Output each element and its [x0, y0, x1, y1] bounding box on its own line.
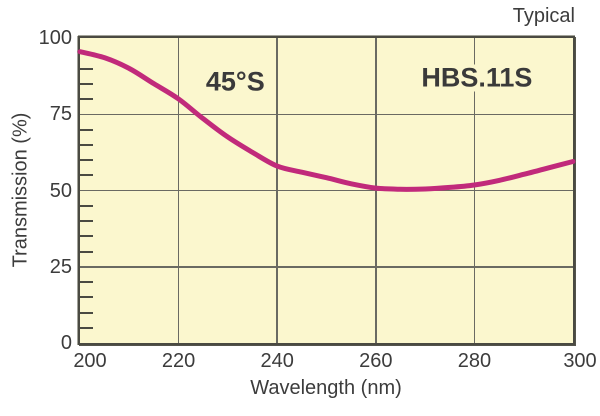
y-minor-tick-30 [80, 250, 93, 253]
y-gridline-25 [80, 266, 573, 268]
y-minor-tick-20 [80, 281, 93, 283]
x-tick-label-280: 280 [457, 350, 492, 372]
x-tick-label-300: 300 [563, 350, 597, 372]
y-minor-tick-40 [80, 220, 93, 222]
y-minor-tick-10 [80, 311, 93, 314]
y-minor-tick-35 [80, 235, 93, 238]
x-tick-label-240: 240 [260, 350, 294, 372]
x-axis-title: Wavelength (nm) [250, 377, 402, 399]
annotation-label-0: 45°S [205, 66, 265, 97]
x-tick-label-200: 200 [73, 350, 107, 372]
y-minor-tick-55 [80, 174, 93, 177]
x-tick-label-260: 260 [359, 350, 393, 372]
y-minor-tick-15 [80, 296, 93, 299]
annotation-label-1: HBS.11S [416, 64, 538, 92]
y-tick-label-100: 100 [38, 27, 72, 49]
y-tick-label-75: 75 [49, 103, 72, 126]
y-tick-label-50: 50 [49, 179, 72, 202]
y-minor-tick-65 [80, 143, 93, 146]
y-minor-tick-80 [80, 98, 93, 100]
y-minor-tick-5 [80, 326, 93, 329]
y-tick-label-0: 0 [60, 332, 72, 354]
y-axis-title: Transmission (%) [9, 112, 32, 268]
transmission-curve [77, 49, 576, 192]
y-minor-tick-60 [80, 159, 93, 161]
y-minor-tick-85 [80, 82, 93, 85]
corner-note: Typical [512, 5, 575, 27]
y-gridline-75 [80, 113, 573, 115]
plot-area: 45°S HBS.11S [77, 36, 576, 345]
y-minor-tick-70 [80, 128, 93, 131]
y-minor-tick-90 [80, 67, 93, 70]
y-tick-label-25: 25 [49, 255, 72, 278]
y-minor-tick-45 [80, 204, 93, 207]
curve-path [77, 49, 576, 192]
x-tick-label-220: 220 [161, 350, 196, 372]
y-gridline-50 [80, 189, 573, 192]
